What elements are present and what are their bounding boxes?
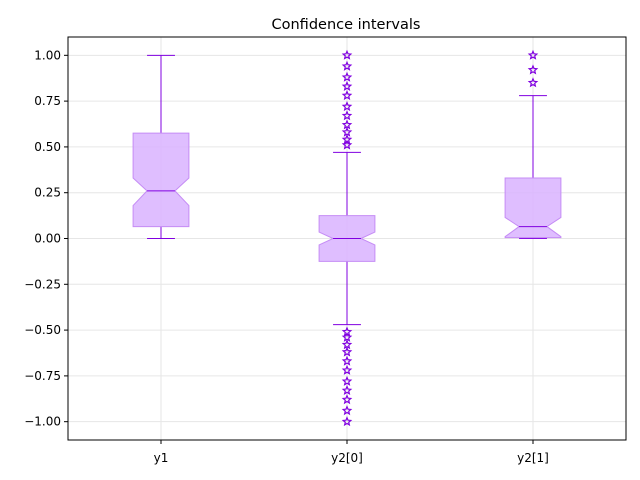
- y-tick-label: −0.50: [24, 323, 61, 337]
- outlier-point: [341, 126, 353, 137]
- y-tick-label: 0.75: [34, 94, 61, 108]
- outlier-point: [341, 346, 353, 357]
- y-tick-label: −0.25: [24, 277, 61, 291]
- outlier-point: [341, 384, 353, 396]
- x-tick-label: y2[1]: [517, 451, 549, 465]
- y-tick-label: 0.25: [34, 186, 61, 200]
- x-axis: y1 y2[0] y2[1]: [154, 440, 549, 465]
- box-group: [318, 49, 376, 427]
- outlier-point: [341, 355, 353, 366]
- box-layer: [132, 49, 562, 427]
- chart-title: Confidence intervals: [272, 17, 421, 33]
- y-tick-label: 1.00: [34, 48, 61, 62]
- outlier-point: [527, 49, 539, 60]
- y-tick-label: 0.00: [34, 232, 61, 246]
- outlier-point: [341, 119, 353, 130]
- outlier-point: [341, 110, 353, 121]
- y-axis: 1.00 0.75 0.50 0.25 0.00 −0.25 −0.50 −0.75 −1.00: [24, 48, 68, 429]
- box-group: [504, 49, 562, 239]
- y-tick-label: −1.00: [24, 415, 61, 429]
- notched-box: [132, 132, 190, 228]
- outlier-point: [341, 90, 353, 101]
- outlier-point: [341, 394, 353, 405]
- outlier-point: [341, 134, 353, 145]
- x-tick-label: y1: [154, 451, 169, 465]
- y-tick-label: 0.50: [34, 140, 61, 154]
- outlier-point: [341, 375, 353, 386]
- outlier-point: [341, 364, 353, 375]
- outlier-point: [341, 71, 353, 82]
- outlier-point: [341, 60, 353, 71]
- y-tick-label: −0.75: [24, 369, 61, 383]
- x-tick-label: y2[0]: [331, 451, 363, 465]
- outlier-point: [341, 49, 353, 60]
- outlier-point: [527, 77, 539, 88]
- outlier-point: [341, 405, 353, 416]
- outlier-point: [341, 80, 353, 91]
- outlier-point: [341, 101, 353, 112]
- outlier-point: [527, 64, 539, 75]
- notched-box: [504, 177, 562, 239]
- box-group: [132, 54, 190, 239]
- outlier-point: [341, 416, 353, 427]
